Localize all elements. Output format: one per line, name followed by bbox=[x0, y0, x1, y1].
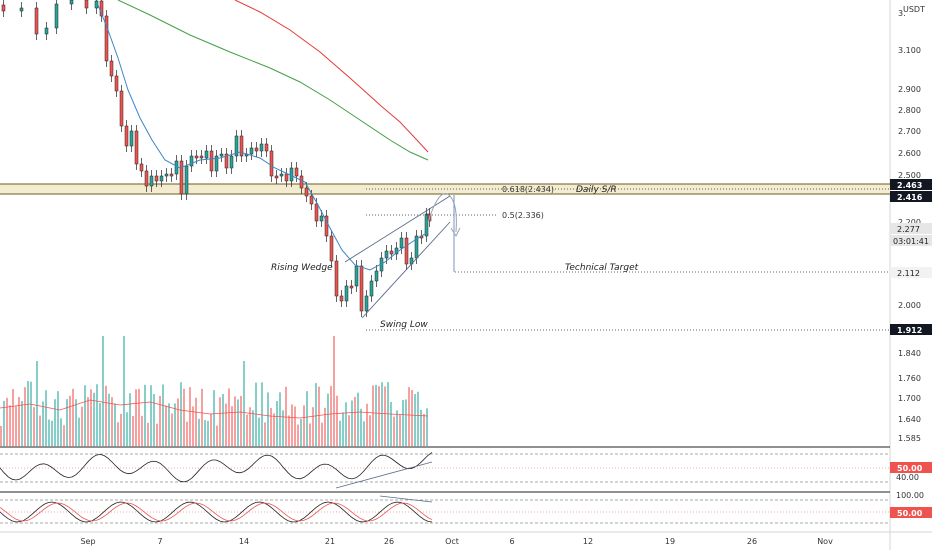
daily-sr-lower-tag: 2.416 bbox=[890, 191, 932, 202]
last-price-tag: 2.277 bbox=[890, 223, 932, 234]
technical-target-label: Technical Target bbox=[565, 263, 639, 273]
svg-text:2.416: 2.416 bbox=[897, 193, 923, 202]
daily-sr-label: Daily S/R bbox=[576, 185, 617, 195]
volume-ma-line bbox=[0, 399, 429, 419]
ma-fast-line bbox=[97, 4, 429, 271]
time-axis-label: 6 bbox=[509, 537, 514, 546]
time-axis-label: 21 bbox=[325, 537, 335, 546]
time-axis-label: 12 bbox=[583, 537, 593, 546]
stoch-d-line bbox=[0, 502, 433, 522]
fib-618-label: 0.618(2.434) bbox=[502, 185, 554, 194]
time-axis-label: 26 bbox=[747, 537, 757, 546]
time-axis-label: Nov bbox=[817, 537, 833, 546]
time-axis: Sep 7 14 21 26 Oct 6 12 19 26 Nov bbox=[80, 537, 833, 546]
price-tick-label: 2.800 bbox=[898, 106, 921, 115]
price-tick-label: 1.840 bbox=[898, 349, 921, 358]
stoch-panel bbox=[0, 495, 890, 524]
svg-text:1.912: 1.912 bbox=[897, 326, 922, 335]
time-axis-label: 14 bbox=[239, 537, 249, 546]
wedge-upper-trendline bbox=[344, 195, 451, 263]
rising-wedge-label: Rising Wedge bbox=[271, 263, 333, 273]
fib-5-label: 0.5(2.336) bbox=[502, 211, 544, 220]
time-axis-label: Sep bbox=[80, 537, 95, 546]
projection-path bbox=[427, 193, 457, 233]
price-tick-label: 1.640 bbox=[898, 415, 921, 424]
rsi-line bbox=[0, 452, 433, 483]
time-axis-label: Oct bbox=[445, 537, 459, 546]
time-axis-label: 7 bbox=[157, 537, 162, 546]
price-tick-label: 2.600 bbox=[898, 149, 921, 158]
price-tick-top: 3. bbox=[898, 9, 906, 18]
svg-text:2.463: 2.463 bbox=[897, 181, 922, 190]
technical-target-tag: 2.112 bbox=[890, 267, 932, 278]
price-tick-label: 1.585 bbox=[898, 434, 921, 443]
swing-low-tag: 1.912 bbox=[890, 324, 932, 335]
price-tick-label: 1.760 bbox=[898, 374, 921, 383]
daily-sr-upper-tag: 2.463 bbox=[890, 179, 932, 190]
price-tick-label: 2.000 bbox=[898, 301, 921, 310]
countdown-tag: 03:01:41 bbox=[890, 235, 932, 246]
price-tick-label: 2.700 bbox=[898, 127, 921, 136]
svg-text:2.277: 2.277 bbox=[897, 225, 920, 234]
rsi-lower-hint: 40.00 bbox=[896, 473, 919, 482]
stoch-trendline bbox=[379, 495, 433, 503]
rsi-panel bbox=[0, 452, 890, 489]
svg-text:03:01:41: 03:01:41 bbox=[893, 237, 929, 246]
time-axis-label: 19 bbox=[665, 537, 675, 546]
rsi-midline-tag: 50.00 bbox=[890, 462, 932, 473]
price-tick-label: 3.100 bbox=[898, 46, 921, 55]
stoch-midline-tag: 50.00 bbox=[890, 507, 932, 518]
price-tick-label: 2.900 bbox=[898, 85, 921, 94]
ma-200-line bbox=[234, 0, 429, 153]
swing-low-label: Swing Low bbox=[380, 320, 428, 330]
svg-text:2.112: 2.112 bbox=[897, 269, 920, 278]
svg-text:50.00: 50.00 bbox=[897, 464, 923, 473]
wedge-lower-trendline bbox=[361, 221, 451, 319]
svg-text:50.00: 50.00 bbox=[897, 509, 923, 518]
price-tick-label: 2.500 bbox=[898, 171, 921, 180]
quote-currency-label: USDT bbox=[903, 5, 925, 14]
stoch-k-line bbox=[0, 501, 433, 523]
stoch-upper-hint: 100.00 bbox=[896, 491, 924, 500]
price-tick-label: 1.700 bbox=[898, 394, 921, 403]
ma-100-line bbox=[117, 0, 429, 161]
price-axis-ticks: 3.100 2.900 2.800 2.700 2.600 2.500 2.200 2.000… bbox=[898, 46, 921, 443]
price-tick-label: 2.200 bbox=[898, 218, 921, 227]
chart-background bbox=[0, 0, 890, 550]
time-axis-label: 26 bbox=[384, 537, 394, 546]
rsi-trendline bbox=[335, 461, 433, 489]
